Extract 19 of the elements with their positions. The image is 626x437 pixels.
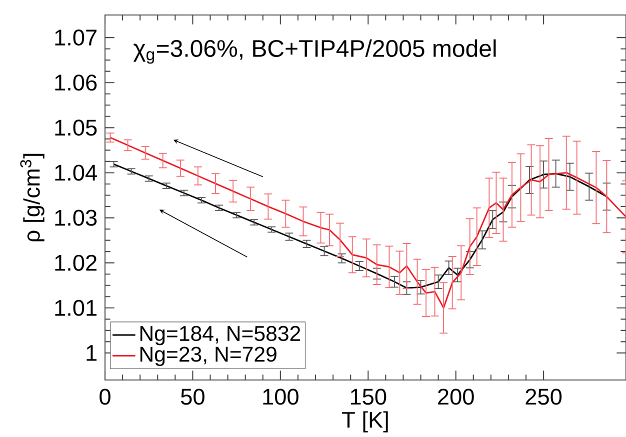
y-tick-label: 1.01 (55, 300, 97, 316)
y-tick-label: 1.04 (55, 164, 97, 181)
x-tick-label: 50 (181, 388, 204, 405)
x-tick-label: 100 (263, 388, 298, 405)
x-tick-label: 250 (526, 388, 562, 405)
annotation: χ$_{g}$=3.06%, BC+TIP4P/2005 model (133, 39, 496, 64)
y-axis-title: ρ [g/cm$^{3}$] (20, 154, 44, 242)
y-tick-label: 1.06 (55, 74, 97, 91)
x-tick-label: 0 (100, 388, 110, 405)
x-tick-label: 150 (350, 388, 386, 405)
y-tick-label: 1 (86, 345, 97, 361)
y-tick-label: 1.03 (55, 210, 97, 226)
y-tick-label: 1.05 (55, 120, 97, 136)
x-axis-title: T [K] (342, 411, 388, 432)
y-tick-label: 1.02 (55, 254, 96, 271)
legend-label: Ng=23, N=729 (140, 346, 276, 366)
legend-label: Ng=184, N=5832 (140, 326, 300, 346)
x-tick-label: 200 (438, 388, 474, 405)
y-tick-label: 1.07 (55, 30, 96, 46)
